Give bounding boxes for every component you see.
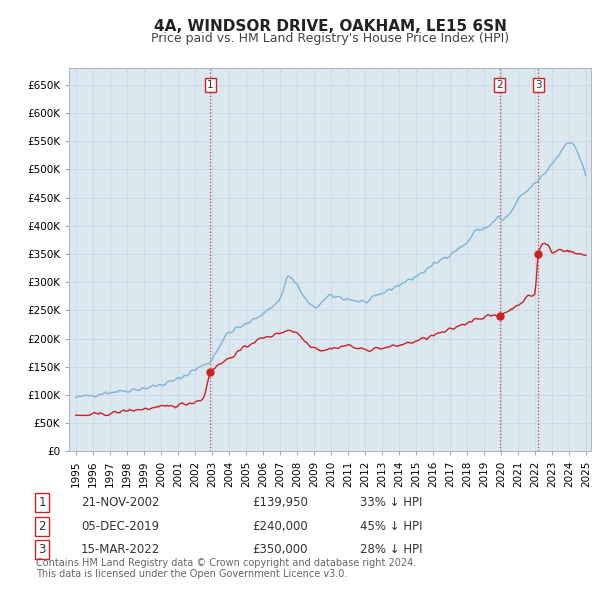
Text: 2: 2 — [38, 520, 46, 533]
Text: £139,950: £139,950 — [252, 496, 308, 509]
Text: 4A, WINDSOR DRIVE, OAKHAM, LE15 6SN: 4A, WINDSOR DRIVE, OAKHAM, LE15 6SN — [154, 19, 506, 34]
Text: 15-MAR-2022: 15-MAR-2022 — [81, 543, 160, 556]
Text: 2: 2 — [496, 80, 503, 90]
Text: 1: 1 — [207, 80, 214, 90]
Text: £350,000: £350,000 — [252, 543, 308, 556]
Text: 21-NOV-2002: 21-NOV-2002 — [81, 496, 160, 509]
Text: 05-DEC-2019: 05-DEC-2019 — [81, 520, 159, 533]
Text: Price paid vs. HM Land Registry's House Price Index (HPI): Price paid vs. HM Land Registry's House … — [151, 32, 509, 45]
Text: 45% ↓ HPI: 45% ↓ HPI — [360, 520, 422, 533]
Text: 3: 3 — [535, 80, 542, 90]
Text: Contains HM Land Registry data © Crown copyright and database right 2024.
This d: Contains HM Land Registry data © Crown c… — [36, 558, 416, 579]
Text: £240,000: £240,000 — [252, 520, 308, 533]
Text: 28% ↓ HPI: 28% ↓ HPI — [360, 543, 422, 556]
Text: 1: 1 — [38, 496, 46, 509]
Text: 33% ↓ HPI: 33% ↓ HPI — [360, 496, 422, 509]
Text: 3: 3 — [38, 543, 46, 556]
